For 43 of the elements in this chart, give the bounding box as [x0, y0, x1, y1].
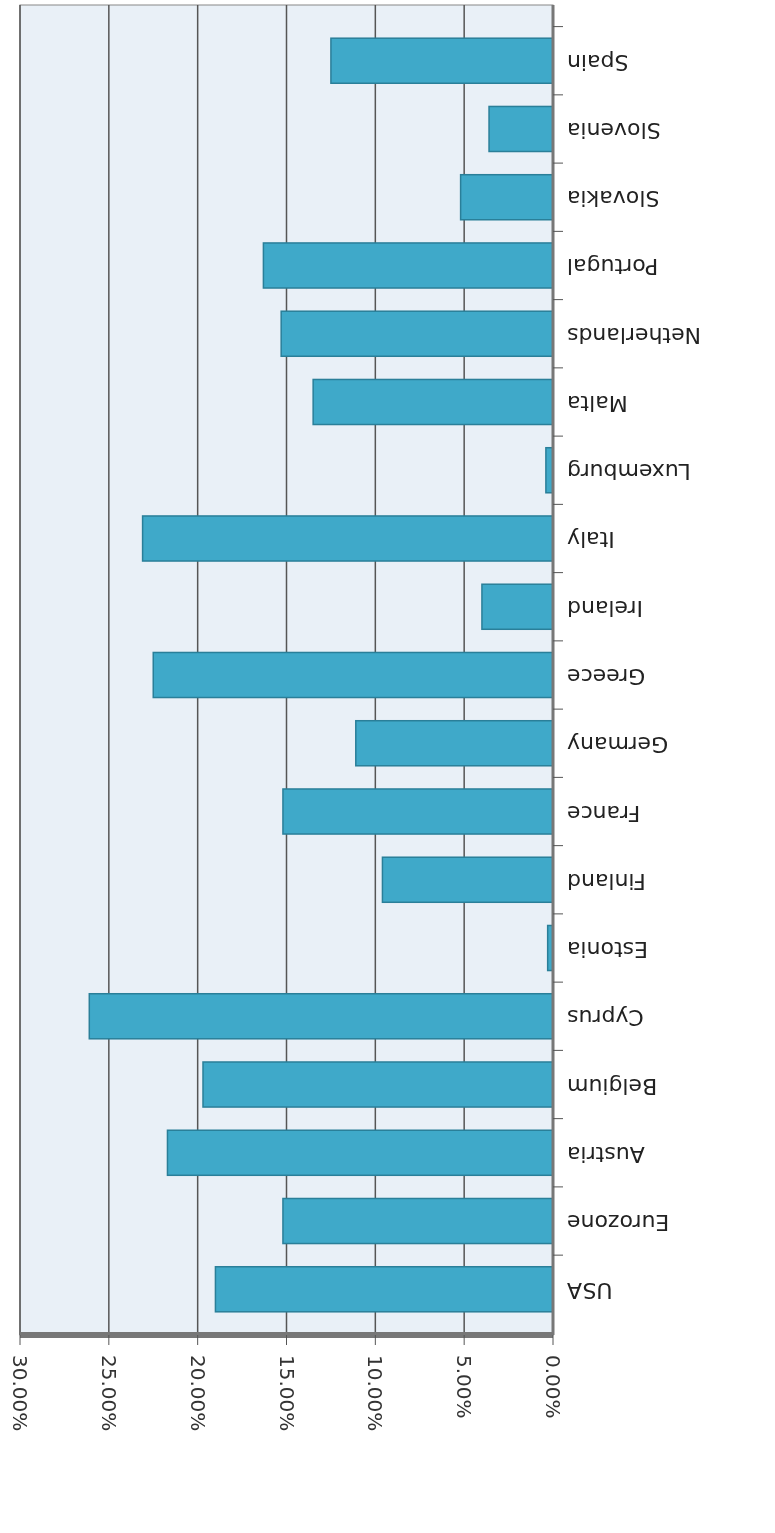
bar	[280, 310, 554, 358]
bar	[381, 856, 554, 904]
y-tick-label: Luxemburg	[567, 459, 691, 485]
y-tick-label: Germany	[567, 732, 669, 758]
y-tick-label: Netherlands	[567, 322, 702, 348]
bar	[312, 378, 554, 426]
y-tick-label: Slovenia	[567, 117, 661, 143]
bar	[166, 1129, 554, 1177]
y-tick-label: Estonia	[567, 937, 648, 963]
y-tick-label: Belgium	[567, 1073, 658, 1099]
x-tick-label: 5.00%	[452, 1355, 477, 1419]
x-tick-label: 10.00%	[363, 1355, 388, 1432]
bar	[141, 515, 554, 562]
x-tick-label: 30.00%	[8, 1355, 32, 1432]
y-tick-label: Spain	[567, 49, 629, 75]
y-tick-label: Austria	[567, 1141, 645, 1167]
x-tick-label: 0.00%	[541, 1355, 565, 1419]
y-tick-label: Italy	[567, 527, 615, 553]
y-tick-label: Greece	[567, 664, 646, 689]
y-tick-label: Slovakia	[567, 186, 660, 212]
x-tick-label: 20.00%	[185, 1355, 210, 1432]
bar	[355, 719, 554, 767]
x-tick-label: 15.00%	[274, 1355, 299, 1432]
bar	[481, 583, 554, 631]
y-tick-label: Malta	[567, 390, 628, 416]
bar	[214, 1266, 554, 1313]
bar	[282, 788, 554, 835]
x-tick-label: 25.00%	[96, 1355, 121, 1432]
y-tick-label: Finland	[567, 868, 646, 894]
y-tick-label: USA	[567, 1278, 613, 1304]
bar	[262, 242, 554, 289]
bar	[459, 173, 554, 221]
y-tick-label: Portugal	[567, 254, 659, 280]
y-tick-label: Ireland	[567, 595, 644, 621]
y-tick-label: France	[567, 800, 641, 826]
bar	[202, 1061, 554, 1108]
bar	[330, 37, 554, 84]
y-tick-label: Eurozone	[567, 1210, 670, 1236]
bar	[488, 105, 554, 153]
y-tick-label: Cyprus	[567, 1005, 644, 1031]
bar	[282, 1197, 554, 1245]
bar	[152, 651, 554, 699]
bar	[88, 992, 554, 1040]
